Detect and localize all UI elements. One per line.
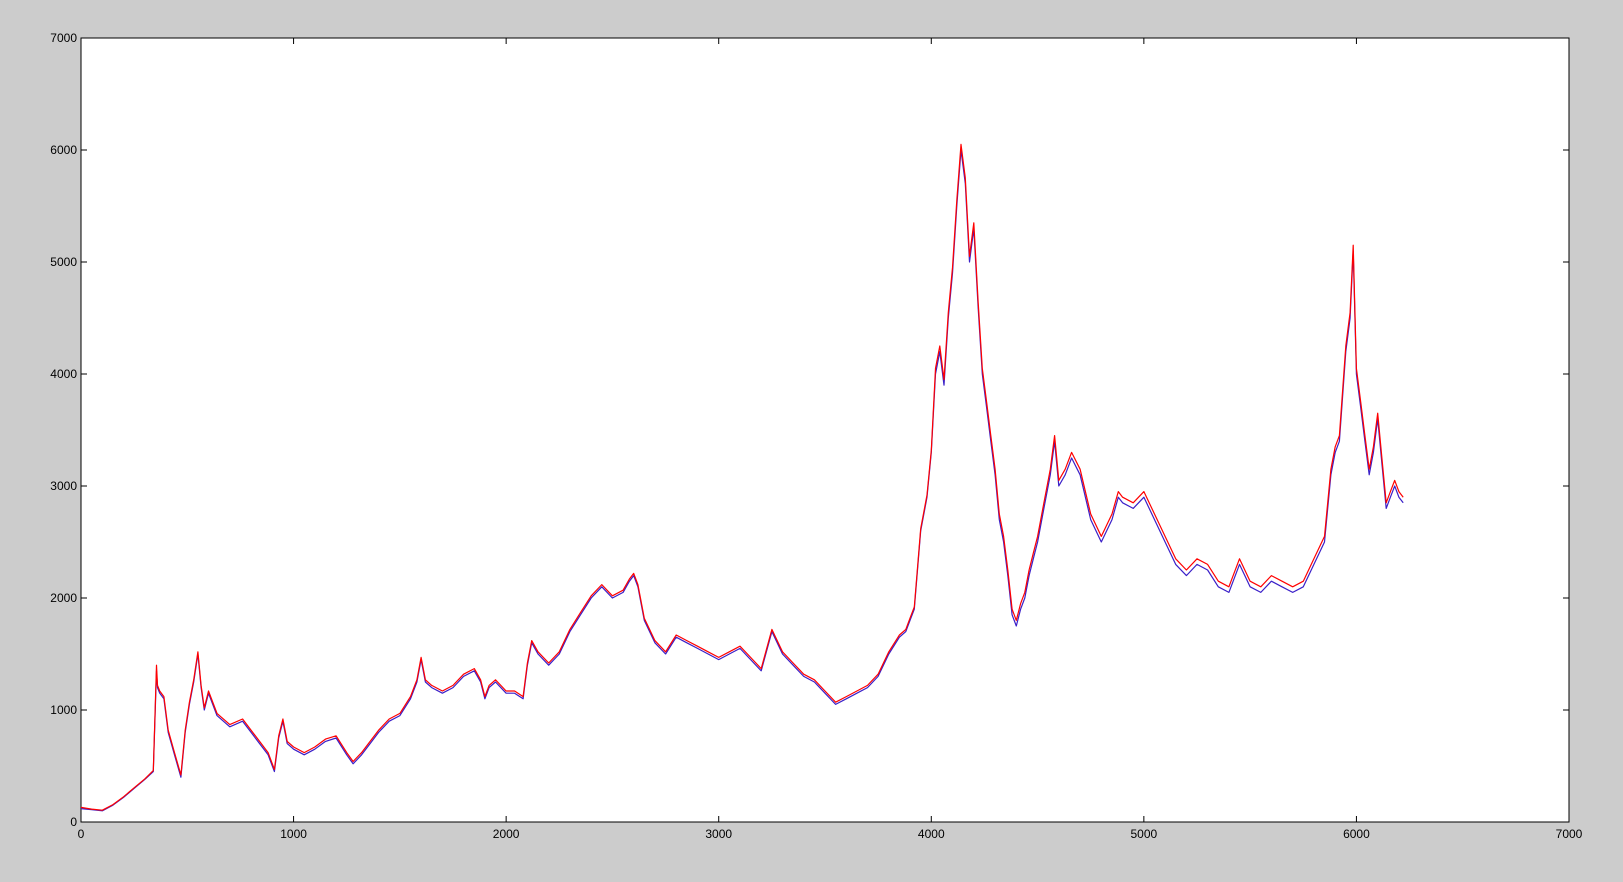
axes-background: [80, 37, 1570, 823]
series-line-2: [80, 143, 1404, 811]
series-layer: [80, 143, 1404, 812]
x-tick-label-5: 5000: [1131, 827, 1158, 841]
x-tick-label-2: 2000: [493, 827, 520, 841]
y-axis-ticks: 0 1000 2000 3000 4000 5000 6000 7000: [50, 31, 1569, 829]
x-tick-label-4: 4000: [918, 827, 945, 841]
y-tick-label-6: 6000: [50, 143, 77, 157]
y-tick-label-2: 2000: [50, 591, 77, 605]
y-tick-label-5: 5000: [50, 255, 77, 269]
x-tick-label-0: 0: [78, 827, 85, 841]
y-tick-label-0: 0: [70, 815, 77, 829]
y-tick-label-1: 1000: [50, 703, 77, 717]
x-tick-label-6: 6000: [1343, 827, 1370, 841]
y-tick-label-4: 4000: [50, 367, 77, 381]
x-tick-label-3: 3000: [705, 827, 732, 841]
y-tick-label-7: 7000: [50, 31, 77, 45]
y-tick-label-3: 3000: [50, 479, 77, 493]
x-tick-label-7: 7000: [1556, 827, 1583, 841]
x-axis-ticks: 0 1000 2000 3000 4000 5000 6000 7000: [78, 38, 1583, 841]
x-tick-label-1: 1000: [280, 827, 307, 841]
